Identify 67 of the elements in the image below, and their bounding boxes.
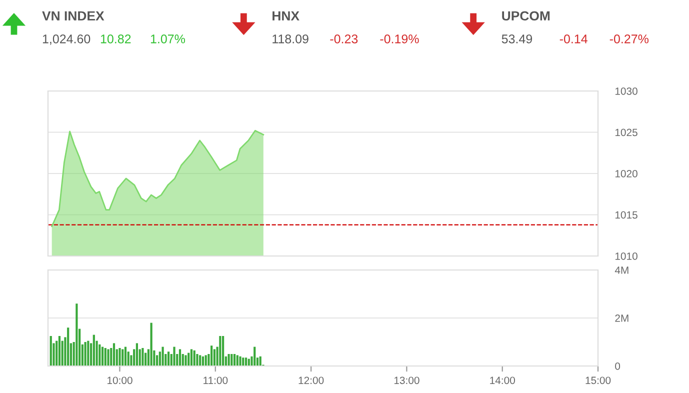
bar bbox=[210, 346, 213, 366]
data-label: -0.14 bbox=[560, 34, 588, 44]
y-tick-label: 4M bbox=[614, 266, 628, 274]
bar bbox=[142, 348, 144, 366]
bar bbox=[239, 356, 242, 366]
bar bbox=[222, 336, 224, 366]
bar bbox=[242, 358, 244, 366]
bar bbox=[76, 304, 78, 366]
x-tick-label: 14:00 bbox=[490, 376, 515, 384]
y-tick-label: 1010 bbox=[615, 252, 638, 260]
bar bbox=[122, 349, 124, 366]
bar bbox=[244, 358, 248, 366]
y-tick-label: 1025 bbox=[615, 128, 638, 136]
y-tick-label: 1030 bbox=[615, 88, 638, 95]
bar bbox=[193, 350, 196, 366]
bar bbox=[104, 348, 106, 366]
data-label: 1,024.60 bbox=[42, 34, 90, 45]
data-label: 1.07% bbox=[150, 34, 185, 44]
bar bbox=[84, 342, 86, 366]
bar bbox=[124, 346, 127, 366]
bar bbox=[50, 336, 52, 366]
data-label: 53.49 bbox=[502, 34, 532, 44]
bar bbox=[219, 336, 222, 366]
x-tick-label: 12:00 bbox=[298, 376, 324, 384]
bar bbox=[204, 355, 207, 366]
category-label: UPCOM bbox=[502, 11, 550, 21]
bar bbox=[92, 334, 95, 366]
y-tick-label: 0 bbox=[615, 362, 620, 370]
bar bbox=[213, 349, 216, 366]
bar bbox=[87, 340, 90, 366]
data-label: 118.09 bbox=[272, 34, 308, 44]
bar bbox=[112, 343, 116, 366]
bar bbox=[98, 344, 101, 366]
bar bbox=[167, 352, 170, 366]
bar bbox=[136, 343, 138, 366]
bar bbox=[58, 336, 61, 366]
data-label: -0.19% bbox=[380, 34, 419, 44]
data-label: -0.23 bbox=[330, 34, 358, 44]
bar bbox=[188, 352, 190, 366]
x-tick-label: 15:00 bbox=[586, 376, 611, 384]
y-tick-label: 2M bbox=[615, 314, 628, 322]
bar bbox=[196, 354, 198, 366]
category-label: HNX bbox=[272, 11, 300, 20]
bar bbox=[150, 322, 152, 366]
bar bbox=[118, 348, 121, 366]
bar bbox=[236, 355, 238, 366]
x-tick-label: 13:00 bbox=[394, 376, 420, 384]
bar bbox=[254, 346, 256, 366]
bar bbox=[228, 354, 230, 366]
y-tick-label: 1015 bbox=[615, 211, 638, 219]
bar bbox=[107, 349, 110, 366]
bar bbox=[162, 346, 164, 366]
x-tick-label: 10:00 bbox=[108, 376, 132, 384]
bar bbox=[230, 354, 233, 366]
bar bbox=[178, 349, 182, 366]
bar bbox=[173, 346, 176, 366]
bar bbox=[184, 355, 187, 366]
bar bbox=[190, 349, 193, 366]
bar bbox=[67, 328, 70, 366]
bar bbox=[101, 346, 104, 366]
bar bbox=[233, 354, 236, 366]
data-label: 10.82 bbox=[100, 34, 131, 44]
data-label: -0.27% bbox=[610, 34, 648, 44]
bar bbox=[199, 355, 202, 366]
y-tick-label: 1020 bbox=[615, 170, 638, 178]
category-label: VN INDEX bbox=[42, 11, 104, 20]
x-tick-label: 11:00 bbox=[204, 376, 228, 384]
